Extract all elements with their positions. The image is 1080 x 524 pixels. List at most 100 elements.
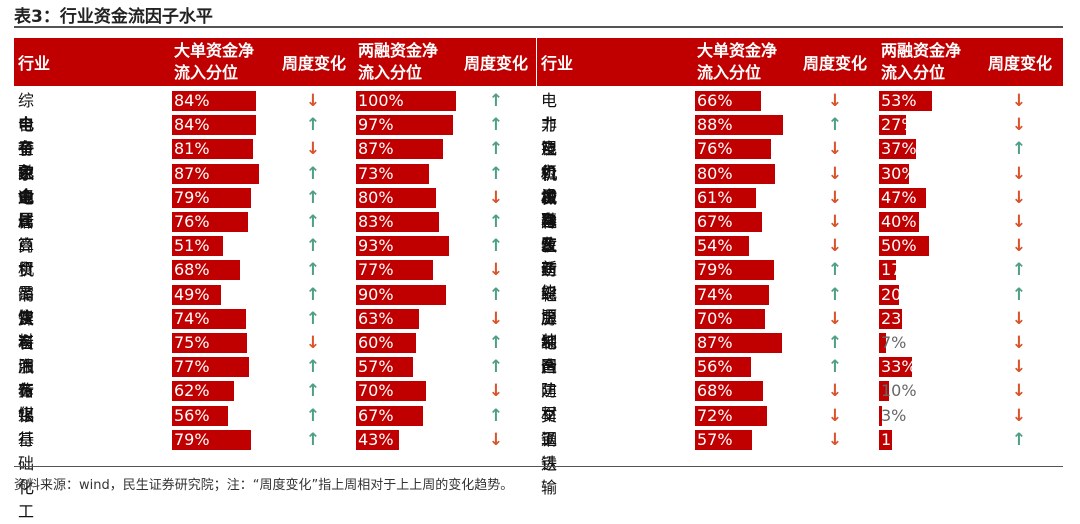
industry-name: 建材 [541,381,558,425]
big-order-bar [172,187,251,208]
big-order-bar [172,405,228,426]
margin-value: 57% [358,357,394,377]
header-big-order-change: 周度变化 [281,54,346,73]
big-order-value: 84% [174,91,210,110]
header-big-order-change: 周度变化 [802,54,867,73]
industry-name: 农林牧渔 [541,187,558,279]
margin-bar [356,357,413,378]
industry-name: 机械 [541,163,558,207]
big-order-bar [172,91,256,111]
arrow-up-icon: ↑ [488,163,504,184]
margin-bar [879,405,882,426]
header-big-order: 大单资金净 流入分位 [174,41,255,82]
margin-bar [356,91,456,111]
margin-bar [879,381,889,402]
arrow-down-icon: ↓ [488,381,504,402]
arrow-down-icon: ↓ [1011,381,1027,402]
arrow-up-icon: ↑ [488,284,504,305]
margin-bar [879,115,906,136]
arrow-up-icon: ↑ [305,260,321,281]
big-order-value: 72% [697,405,733,425]
arrow-down-icon: ↓ [488,308,504,329]
big-order-bar [172,333,247,353]
big-order-bar [695,115,783,136]
big-order-bar [172,139,253,160]
big-order-bar [695,308,765,329]
big-order-bar [695,139,771,160]
big-order-bar [172,115,256,136]
arrow-up-icon: ↑ [1011,429,1027,450]
industry-name: 通信 [18,187,35,231]
big-order-value: 84% [174,115,210,135]
big-order-value: 67% [697,212,733,231]
big-order-bar [695,236,749,257]
industry-name: 非银行金融 [541,115,558,231]
industry-name: 轻工制造 [541,284,558,376]
arrow-down-icon: ↓ [1011,163,1027,184]
industry-name: 房地产 [541,308,558,376]
margin-bar [356,405,423,426]
margin-bar [879,429,892,450]
big-order-value: 81% [174,139,210,159]
big-order-value: 77% [174,357,210,377]
margin-value: 37% [881,139,917,159]
margin-value: 40% [881,212,917,231]
margin-value: 83% [358,212,394,231]
big-order-bar [695,212,762,232]
arrow-up-icon: ↑ [305,429,321,450]
margin-bar [356,163,429,184]
header-margin-change: 周度变化 [987,54,1052,73]
industry-name: 商贸零售 [18,236,35,328]
footer-divider [14,466,1063,467]
margin-value: 20% [881,284,917,304]
arrow-up-icon: ↑ [305,115,321,136]
margin-bar [356,308,419,329]
industry-name: 电子 [18,115,35,159]
arrow-up-icon: ↑ [305,381,321,402]
industry-name: 有色金属 [18,139,35,231]
big-order-value: 57% [697,429,733,449]
margin-value: 80% [358,187,394,207]
margin-value: 50% [881,236,917,256]
arrow-down-icon: ↓ [1011,357,1027,378]
big-order-value: 87% [697,333,733,352]
arrow-up-icon: ↑ [488,115,504,136]
big-order-value: 51% [174,236,210,256]
margin-bar [356,187,436,208]
arrow-down-icon: ↓ [827,308,843,329]
margin-bar [356,381,426,402]
title-divider [14,26,1063,28]
arrow-down-icon: ↓ [1011,333,1027,353]
arrow-up-icon: ↑ [305,284,321,305]
industry-name: 综合金融 [18,91,35,182]
margin-bar [356,212,439,232]
big-order-value: 49% [174,284,210,304]
margin-bar [356,260,433,281]
margin-value: 60% [358,333,394,352]
header-industry: 行业 [541,54,574,73]
right-table-header: 行业 大单资金净 流入分位 周度变化 两融资金净 流入分位 周度变化 [537,38,1063,86]
big-order-value: 61% [697,187,733,207]
big-order-bar [172,212,248,232]
arrow-up-icon: ↑ [1011,284,1027,305]
arrow-up-icon: ↑ [305,236,321,257]
industry-name: 石油石化 [18,333,35,424]
arrow-down-icon: ↓ [1011,187,1027,208]
big-order-bar [172,260,240,281]
arrow-up-icon: ↑ [1011,260,1027,281]
arrow-down-icon: ↓ [305,91,321,111]
arrow-down-icon: ↓ [827,405,843,426]
arrow-up-icon: ↑ [488,333,504,353]
industry-name: 纺织服装 [541,260,558,352]
margin-value: 87% [358,139,394,159]
margin-bar [879,333,886,353]
industry-name: 综合 [541,333,558,376]
arrow-down-icon: ↓ [827,163,843,184]
arrow-down-icon: ↓ [1011,91,1027,111]
left-table-header: 行业 大单资金净 流入分位 周度变化 两融资金净 流入分位 周度变化 [14,38,536,86]
big-order-value: 74% [697,284,733,304]
arrow-up-icon: ↑ [827,357,843,378]
arrow-up-icon: ↑ [305,357,321,378]
big-order-bar [172,357,249,378]
margin-value: 63% [358,308,394,328]
